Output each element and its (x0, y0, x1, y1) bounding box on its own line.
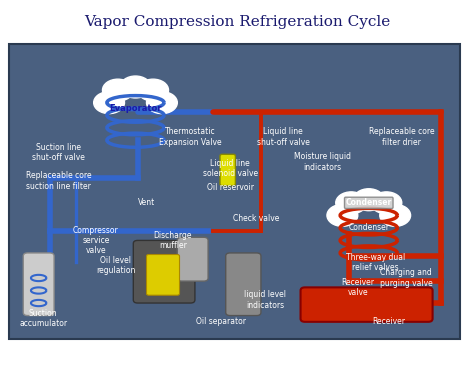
Text: Condenser: Condenser (348, 223, 389, 233)
Text: Liquid line
solenoid valve: Liquid line solenoid valve (202, 159, 258, 178)
FancyBboxPatch shape (301, 287, 433, 322)
Circle shape (380, 204, 410, 226)
Text: Evaporator: Evaporator (109, 104, 162, 114)
Text: Discharge
muffler: Discharge muffler (154, 231, 192, 250)
Text: Suction line
shut-off valve: Suction line shut-off valve (32, 143, 85, 162)
Text: Replaceable core
filter drier: Replaceable core filter drier (369, 127, 435, 147)
Circle shape (353, 189, 384, 211)
Text: Thermostatic
Expansion Valve: Thermostatic Expansion Valve (159, 127, 222, 147)
FancyBboxPatch shape (226, 253, 261, 316)
Text: Liquid line
shut-off valve: Liquid line shut-off valve (256, 127, 310, 147)
Text: Oil level
regulation: Oil level regulation (96, 256, 136, 275)
Text: Replaceable core
suction line filter: Replaceable core suction line filter (26, 171, 91, 191)
FancyBboxPatch shape (220, 154, 236, 186)
Circle shape (327, 204, 358, 226)
Circle shape (336, 192, 366, 214)
Text: Receiver: Receiver (372, 317, 405, 326)
Text: liquid level
indicators: liquid level indicators (244, 290, 286, 310)
Text: Check valve: Check valve (233, 214, 280, 223)
Circle shape (137, 79, 168, 101)
Circle shape (102, 79, 133, 101)
Text: Receiver
valve: Receiver valve (341, 278, 374, 297)
Text: Moisture liquid
indicators: Moisture liquid indicators (294, 153, 351, 172)
Text: Three-way dual
relief valves: Three-way dual relief valves (346, 253, 405, 272)
FancyBboxPatch shape (23, 253, 54, 316)
Text: Charging and
purging valve: Charging and purging valve (380, 268, 433, 288)
FancyBboxPatch shape (146, 254, 180, 295)
FancyBboxPatch shape (133, 241, 195, 303)
Text: Oil separator: Oil separator (196, 317, 246, 326)
Text: Condenser: Condenser (346, 198, 392, 207)
Text: Oil reservoir: Oil reservoir (207, 183, 254, 192)
FancyBboxPatch shape (177, 237, 208, 281)
Circle shape (371, 192, 402, 214)
Circle shape (146, 92, 177, 114)
Circle shape (120, 76, 151, 98)
Text: Compressor
service
valve: Compressor service valve (73, 226, 119, 255)
Text: Vapor Compression Refrigeration Cycle: Vapor Compression Refrigeration Cycle (84, 15, 390, 28)
Text: Vent: Vent (138, 198, 155, 207)
Circle shape (94, 92, 125, 114)
Text: Suction
accumulator: Suction accumulator (19, 309, 67, 328)
